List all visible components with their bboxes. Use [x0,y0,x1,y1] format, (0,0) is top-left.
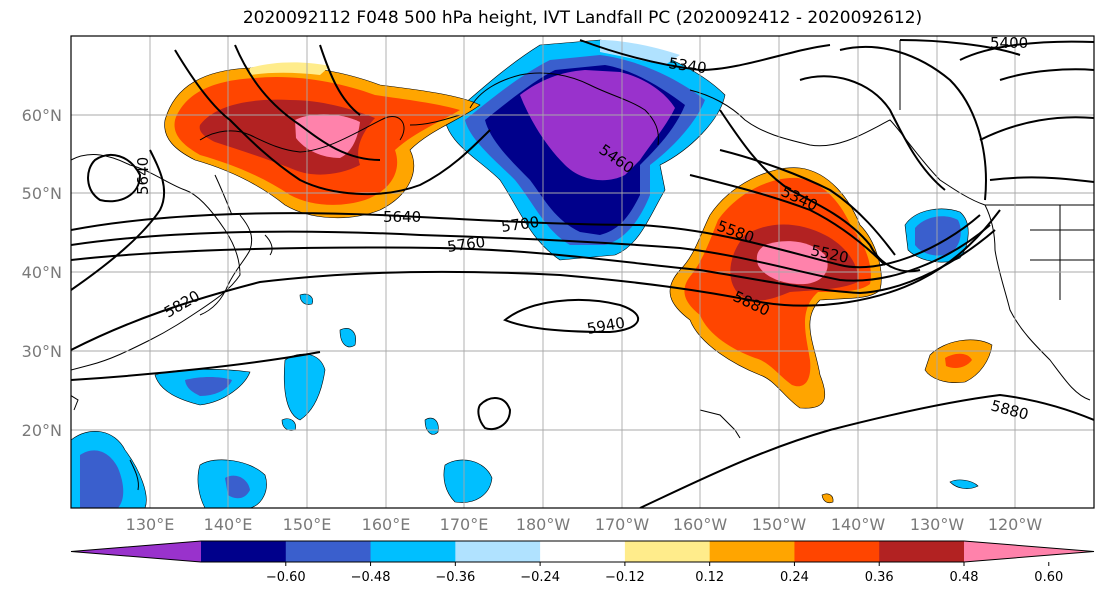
contour-label: 5700 [500,213,540,236]
lon-label: 130°W [910,515,965,534]
colorbar-tick-label: 0.36 [865,570,894,585]
colorbar-swatch [794,541,880,562]
colorbar-swatch [285,541,372,562]
lon-label: 140°E [204,515,253,534]
gridlines [71,36,1094,508]
contour-label: 5400 [990,34,1028,52]
lat-label: 60°N [22,106,62,125]
longitude-labels: 130°E 140°E 150°E 160°E 170°E 180°W 170°… [126,515,1043,534]
colorbar-tick-label: −0.36 [435,570,475,585]
colorbar-tick-label: −0.48 [351,570,391,585]
colorbar-tick-label: 0.48 [950,570,979,585]
colorbar-swatch [370,541,456,562]
lon-label: 160°W [673,515,728,534]
lat-label: 20°N [22,421,62,440]
contour-label: 5760 [446,233,486,256]
lon-label: 170°E [440,515,489,534]
negative-anomaly-tropical [71,293,979,508]
lon-label: 120°W [988,515,1043,534]
latitude-labels: 60°N 50°N 40°N 30°N 20°N [22,106,62,440]
colorbar-tick-label: 0.12 [695,570,724,585]
colorbar-tick-label: 0.60 [1034,570,1063,585]
lon-label: 150°W [752,515,807,534]
map-title: 2020092112 F048 500 hPa height, IVT Land… [242,8,923,28]
colorbar-tick-label: 0.24 [780,570,809,585]
colorbar-outline [70,540,1095,563]
height-contours [71,39,1094,508]
lon-label: 170°W [595,515,650,534]
positive-anomaly-gulf-alaska [669,167,882,409]
negative-anomaly-bering [444,39,726,261]
contour-label: 5340 [667,54,707,77]
colorbar-extend-min [71,541,201,562]
lon-label: 130°E [126,515,175,534]
colorbar-swatch [709,541,795,562]
lon-label: 180°W [516,515,571,534]
colorbar-tick-label: −0.24 [520,570,560,585]
coastlines [71,40,1094,491]
colorbar-swatch [540,541,626,562]
lon-label: 150°E [283,515,332,534]
colorbar-tick-label: −0.60 [266,570,306,585]
colorbar-swatch [201,541,287,562]
colorbar-swatch [879,541,965,562]
contour-label: 5640 [134,157,152,195]
colorbar-extend-max [964,541,1094,562]
lat-label: 50°N [22,184,62,203]
map-frame [70,35,1095,509]
colorbar: −0.60 −0.48 −0.36 −0.24 −0.12 0.12 0.24 0.36 0.4… [70,540,1095,585]
colorbar-tick-label: −0.12 [605,570,645,585]
contour-label: 5640 [383,208,421,226]
lat-label: 40°N [22,263,62,282]
lon-label: 140°W [831,515,886,534]
lat-label: 30°N [22,342,62,361]
lon-label: 160°E [362,515,411,534]
colorbar-swatch [624,541,711,562]
positive-anomaly-california [821,339,993,504]
colorbar-swatch [455,541,541,562]
